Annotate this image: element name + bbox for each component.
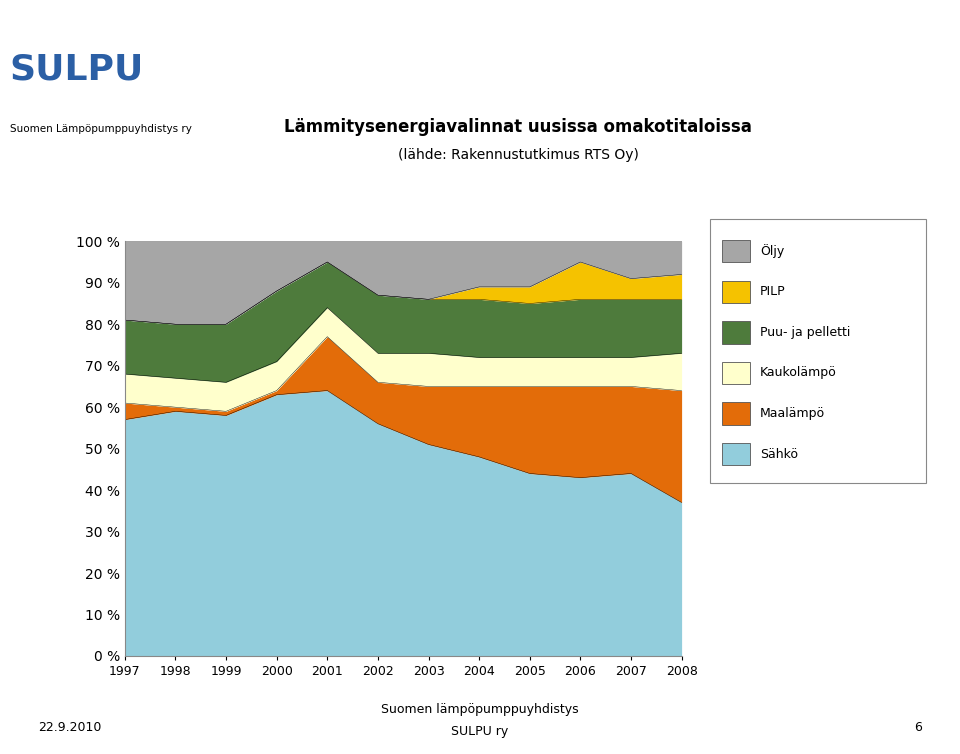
Text: SULPU: SULPU — [10, 53, 144, 87]
Text: 22.9.2010: 22.9.2010 — [38, 722, 102, 734]
Text: Puu- ja pelletti: Puu- ja pelletti — [760, 326, 851, 339]
Text: PILP: PILP — [760, 285, 785, 299]
Text: Lämmitysenergiavalinnat uusissa omakotitaloissa: Lämmitysenergiavalinnat uusissa omakotit… — [284, 118, 753, 136]
Text: Kaukolämpö: Kaukolämpö — [760, 366, 837, 379]
Text: Maalämpö: Maalämpö — [760, 407, 825, 420]
Text: Sähkö: Sähkö — [760, 448, 798, 461]
Text: 6: 6 — [914, 722, 922, 734]
Text: SULPU ry: SULPU ry — [451, 725, 509, 738]
Text: Öljy: Öljy — [760, 244, 784, 258]
Text: Suomen Lämpöpumppuyhdistys ry: Suomen Lämpöpumppuyhdistys ry — [10, 124, 191, 133]
Text: Suomen lämpöpumppuyhdistys: Suomen lämpöpumppuyhdistys — [381, 703, 579, 716]
Text: (lähde: Rakennustutkimus RTS Oy): (lähde: Rakennustutkimus RTS Oy) — [398, 148, 638, 162]
